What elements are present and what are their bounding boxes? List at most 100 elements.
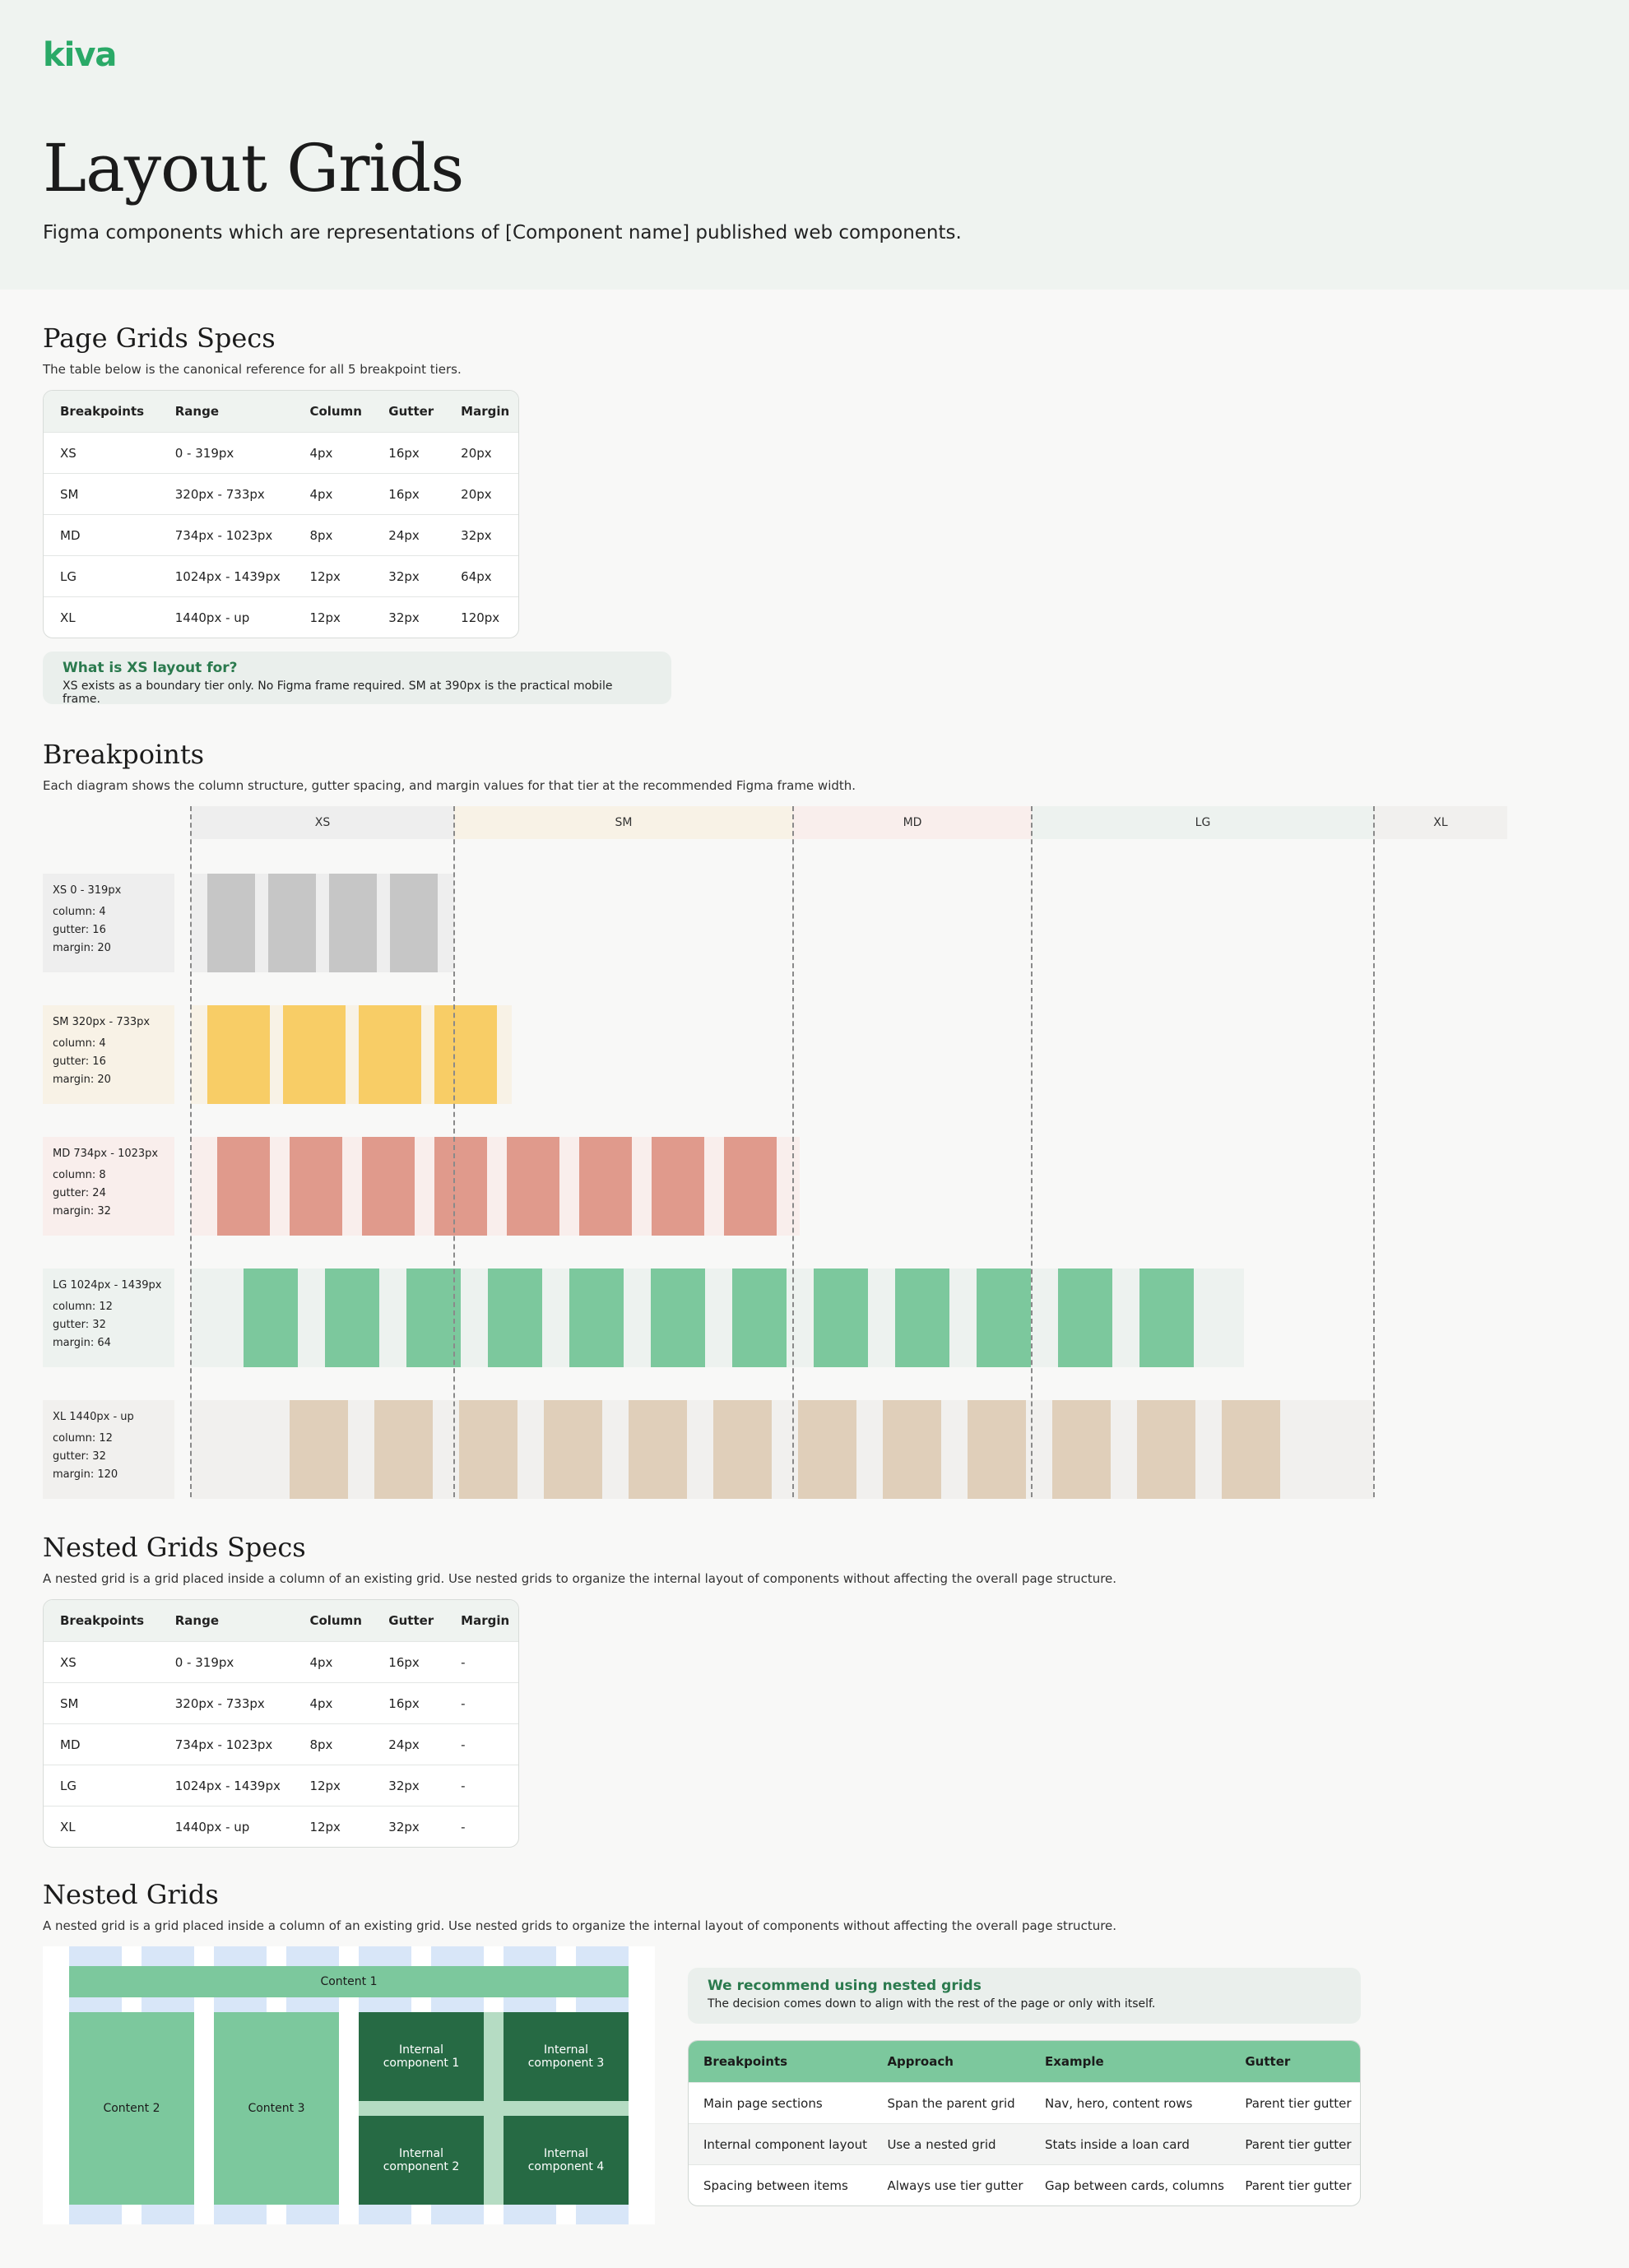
table-cell: 0 - 319px bbox=[174, 445, 234, 461]
table-header-row: Breakpoints Approach Example Gutter bbox=[689, 2041, 1360, 2082]
table-cell: 12px bbox=[309, 610, 341, 625]
table-cell: - bbox=[461, 1819, 466, 1834]
grid-column bbox=[629, 1400, 687, 1499]
content-2-block: Content 2 bbox=[69, 2012, 194, 2205]
table-row: LG 1024px - 1439px 12px 32px - bbox=[44, 1765, 518, 1806]
table-header-cell: Range bbox=[174, 404, 220, 419]
table-cell: 320px - 733px bbox=[174, 486, 265, 502]
table-header-cell: Approach bbox=[887, 2054, 954, 2069]
table-header-cell: Column bbox=[309, 1613, 362, 1628]
tier-name: MD 734px - 1023px bbox=[53, 1148, 159, 1160]
table-cell: 734px - 1023px bbox=[174, 1737, 273, 1752]
callout-title: What is XS layout for? bbox=[63, 660, 238, 676]
callout-title: We recommend using nested grids bbox=[708, 1978, 982, 1994]
table-cell: 32px bbox=[388, 568, 420, 584]
grid-column bbox=[713, 1400, 772, 1499]
grid-column bbox=[290, 1400, 348, 1499]
tier-name: SM 320px - 733px bbox=[53, 1016, 151, 1028]
tier-label-lg: LG 1024px - 1439px column: 12 gutter: 32… bbox=[43, 1269, 174, 1367]
table-cell: - bbox=[461, 1695, 466, 1711]
table-cell: 16px bbox=[388, 1654, 420, 1670]
table-cell: Main page sections bbox=[703, 2095, 823, 2111]
table-header-cell: Margin bbox=[461, 1613, 510, 1628]
approach-table: Breakpoints Approach Example Gutter Main… bbox=[688, 2040, 1361, 2206]
nested-grids-description: A nested grid is a grid placed inside a … bbox=[43, 1918, 1117, 1933]
tier-label-md: MD 734px - 1023px column: 8 gutter: 24 m… bbox=[43, 1137, 174, 1236]
grid-column bbox=[507, 1137, 559, 1236]
table-cell: 734px - 1023px bbox=[174, 527, 273, 543]
grid-column bbox=[459, 1400, 517, 1499]
tier-margin-area bbox=[191, 1137, 800, 1236]
table-header-cell: Example bbox=[1044, 2054, 1104, 2069]
tier-margin: margin: 20 bbox=[53, 1074, 111, 1086]
page-title: Layout Grids bbox=[43, 130, 464, 206]
grid-column bbox=[544, 1400, 602, 1499]
table-cell: 32px bbox=[388, 610, 420, 625]
xs-info-callout: What is XS layout for? XS exists as a bo… bbox=[43, 652, 671, 706]
table-row: MD 734px - 1023px 8px 24px 32px bbox=[44, 514, 518, 555]
table-cell: 12px bbox=[309, 568, 341, 584]
table-cell: XS bbox=[60, 445, 77, 461]
grid-column bbox=[652, 1137, 704, 1236]
table-cell: 16px bbox=[388, 445, 420, 461]
grid-column bbox=[569, 1269, 624, 1367]
grid-column bbox=[329, 874, 377, 972]
boundary-line bbox=[190, 806, 192, 1497]
table-cell: 32px bbox=[388, 1819, 420, 1834]
table-cell: - bbox=[461, 1778, 466, 1793]
grid-column bbox=[732, 1269, 787, 1367]
tier-name: LG 1024px - 1439px bbox=[53, 1279, 162, 1292]
kiva-logo[interactable]: kiva bbox=[43, 36, 117, 74]
table-row: Internal component layout Use a nested g… bbox=[689, 2123, 1360, 2164]
content-3-block: Content 3 bbox=[214, 2012, 339, 2205]
tier-column: column: 8 bbox=[53, 1169, 106, 1181]
tier-margin: margin: 64 bbox=[53, 1337, 111, 1349]
table-cell: 24px bbox=[388, 527, 420, 543]
table-cell: 120px bbox=[461, 610, 500, 625]
table-cell: XS bbox=[60, 1654, 77, 1670]
table-header-cell: Breakpoints bbox=[60, 1613, 145, 1628]
table-row: XS 0 - 319px 4px 16px 20px bbox=[44, 432, 518, 473]
nested-grids-title: Nested Grids bbox=[43, 1879, 219, 1910]
internal-component-4: Internal component 4 bbox=[504, 2116, 629, 2205]
table-cell: 12px bbox=[309, 1819, 341, 1834]
table-cell: Internal component layout bbox=[703, 2136, 868, 2152]
table-cell: XL bbox=[60, 1819, 76, 1834]
table-cell: 20px bbox=[461, 445, 492, 461]
table-cell: 64px bbox=[461, 568, 492, 584]
table-header-cell: Gutter bbox=[388, 404, 434, 419]
table-row: LG 1024px - 1439px 12px 32px 64px bbox=[44, 555, 518, 596]
tier-margin-area bbox=[191, 1400, 1374, 1499]
table-cell: 20px bbox=[461, 486, 492, 502]
tier-name: XS 0 - 319px bbox=[53, 884, 122, 897]
grid-column bbox=[390, 874, 438, 972]
grid-column bbox=[651, 1269, 705, 1367]
grid-column bbox=[1058, 1269, 1112, 1367]
table-cell: Parent tier gutter bbox=[1245, 2178, 1352, 2193]
page-grids-table: Breakpoints Range Column Gutter Margin X… bbox=[43, 390, 519, 638]
grid-column bbox=[883, 1400, 941, 1499]
table-row: XL 1440px - up 12px 32px 120px bbox=[44, 596, 518, 638]
table-cell: 32px bbox=[388, 1778, 420, 1793]
tier-gutter: gutter: 32 bbox=[53, 1319, 106, 1331]
content-1-block: Content 1 bbox=[69, 1966, 629, 1997]
table-cell: 1024px - 1439px bbox=[174, 1778, 281, 1793]
table-cell: 1440px - up bbox=[174, 610, 250, 625]
table-cell: Spacing between items bbox=[703, 2178, 848, 2193]
grid-column bbox=[217, 1137, 270, 1236]
table-header-cell: Column bbox=[309, 404, 362, 419]
table-cell: LG bbox=[60, 1778, 77, 1793]
tier-column: column: 4 bbox=[53, 1037, 106, 1050]
boundary-line bbox=[453, 806, 455, 1497]
table-header-row: Breakpoints Range Column Gutter Margin bbox=[44, 391, 518, 432]
table-row: MD 734px - 1023px 8px 24px - bbox=[44, 1723, 518, 1765]
band-xl: XL bbox=[1374, 806, 1507, 839]
table-cell: 1024px - 1439px bbox=[174, 568, 281, 584]
tier-label-sm: SM 320px - 733px column: 4 gutter: 16 ma… bbox=[43, 1005, 174, 1104]
tier-gutter: gutter: 16 bbox=[53, 924, 106, 936]
table-cell: 4px bbox=[309, 1695, 333, 1711]
grid-column bbox=[207, 1005, 270, 1104]
callout-body: The decision comes down to align with th… bbox=[708, 1997, 1156, 2011]
tier-gutter: gutter: 24 bbox=[53, 1187, 106, 1199]
boundary-line bbox=[1031, 806, 1033, 1497]
